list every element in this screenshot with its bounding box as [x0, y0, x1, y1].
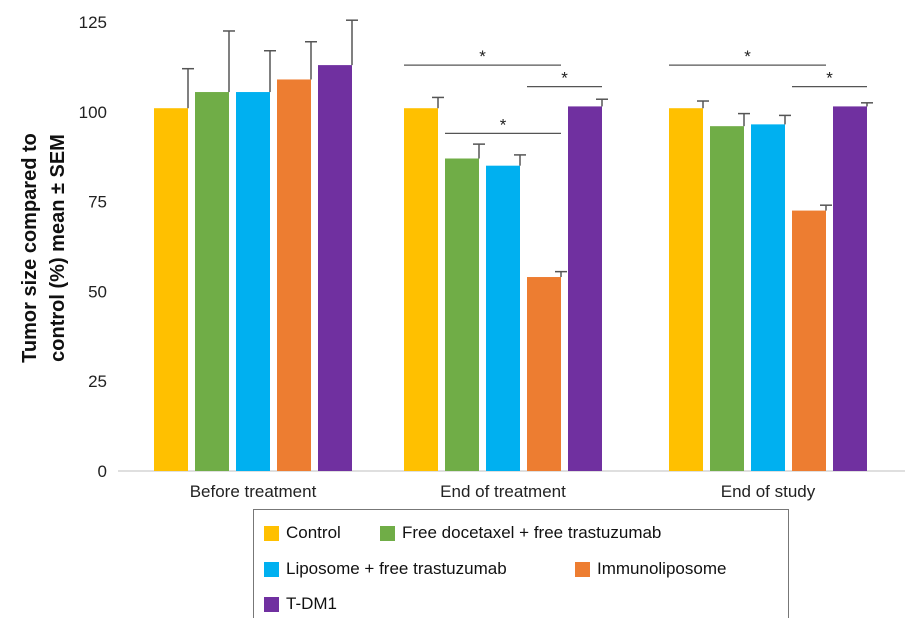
y-tick-label-50: 50: [88, 282, 107, 301]
bar-3-2: [792, 210, 826, 471]
significance-star-2: *: [500, 115, 507, 134]
significance-markers: * * * * *: [404, 47, 867, 134]
significance-star-0: *: [479, 47, 486, 66]
bar-3-1: [527, 277, 561, 471]
legend-label-tdm1: T-DM1: [286, 594, 337, 613]
y-axis-ticks: 0 25 50 75 100 125: [79, 13, 107, 481]
y-tick-label-25: 25: [88, 372, 107, 391]
legend-swatch-tdm1: [264, 596, 279, 612]
significance-star-4: *: [826, 69, 833, 88]
legend-swatch-immunoliposome: [575, 561, 590, 577]
legend-swatch-liposome: [264, 561, 279, 577]
bar-0-1: [404, 108, 438, 471]
legend-label-free-docetaxel: Free docetaxel + free trastuzumab: [402, 523, 662, 542]
bar-1-0: [195, 92, 229, 471]
y-axis-label-line-2: control (%) mean ± SEM: [47, 134, 69, 362]
legend-item-liposome: Liposome + free trastuzumab: [264, 559, 507, 579]
category-label-0: Before treatment: [190, 482, 317, 501]
y-axis-label-line-1: Tumor size compared to: [19, 133, 41, 363]
legend: Control Free docetaxel + free trastuzuma…: [253, 509, 789, 618]
bar-2-1: [486, 165, 520, 471]
bars: [154, 65, 867, 472]
significance-star-1: *: [561, 69, 568, 88]
error-bars: [182, 19, 873, 278]
legend-item-control: Control: [264, 523, 341, 543]
legend-item-tdm1: T-DM1: [264, 594, 337, 614]
y-tick-label-0: 0: [98, 462, 107, 481]
bar-1-1: [445, 158, 479, 471]
legend-label-immunoliposome: Immunoliposome: [597, 559, 727, 578]
legend-label-control: Control: [286, 523, 341, 542]
significance-star-3: *: [744, 47, 751, 66]
y-tick-label-100: 100: [79, 103, 107, 122]
y-tick-label-75: 75: [88, 193, 107, 212]
bar-4-0: [318, 65, 352, 471]
legend-label-liposome: Liposome + free trastuzumab: [286, 559, 507, 578]
legend-item-free-docetaxel: Free docetaxel + free trastuzumab: [380, 523, 661, 543]
bar-2-0: [236, 92, 270, 471]
category-label-2: End of study: [721, 482, 816, 501]
legend-swatch-free-docetaxel: [380, 525, 395, 541]
bar-4-2: [833, 106, 867, 472]
bar-0-0: [154, 108, 188, 471]
bar-1-2: [710, 126, 744, 471]
bar-0-2: [669, 108, 703, 471]
bar-2-2: [751, 124, 785, 471]
y-axis-label: Tumor size compared to control (%) mean …: [19, 133, 69, 363]
category-labels: Before treatment End of treatment End of s…: [190, 482, 816, 501]
bar-4-1: [568, 106, 602, 472]
legend-item-immunoliposome: Immunoliposome: [575, 559, 726, 579]
legend-swatch-control: [264, 525, 279, 541]
y-tick-label-125: 125: [79, 13, 107, 32]
bar-3-0: [277, 79, 311, 472]
category-label-1: End of treatment: [440, 482, 566, 501]
